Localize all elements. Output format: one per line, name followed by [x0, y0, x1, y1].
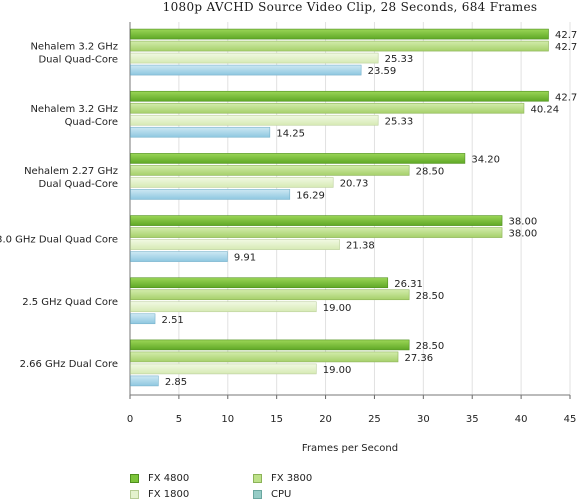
bar-fx-3800 — [130, 165, 410, 176]
bar-fx-4800 — [130, 277, 389, 289]
legend-swatch — [253, 474, 262, 483]
data-label: 28.50 — [416, 291, 445, 302]
bar-fx-3800 — [130, 227, 503, 238]
bar-cpu — [130, 251, 228, 262]
legend-item-fx4800: FX 4800 — [130, 473, 189, 484]
x-axis-title: Frames per Second — [302, 443, 398, 454]
data-label: 25.33 — [385, 54, 414, 65]
x-tick-label: 25 — [368, 414, 381, 425]
x-tick-label: 5 — [176, 414, 182, 425]
bar-fx-3800 — [130, 351, 399, 363]
x-tick-label: 20 — [319, 414, 332, 425]
bar-fx-4800 — [130, 215, 503, 226]
data-label: 23.59 — [368, 66, 397, 77]
bar-fx-3800 — [130, 102, 525, 114]
bar-fx-4800 — [130, 90, 549, 102]
category-label: Dual Quad-Core — [38, 55, 118, 66]
category-label: 2.5 GHz Quad Core — [22, 297, 118, 308]
data-label: 38.00 — [509, 229, 538, 240]
category-label: Nehalem 2.27 GHz — [24, 166, 118, 177]
data-label: 28.50 — [416, 166, 445, 177]
x-tick-label: 40 — [515, 414, 528, 425]
data-label: 40.24 — [530, 104, 559, 115]
bar-fx-3800 — [130, 40, 549, 52]
legend-item-cpu: CPU — [253, 489, 291, 500]
legend: FX 4800 FX 3800 FX 1800 CPU — [130, 470, 430, 500]
data-label: 2.85 — [165, 377, 187, 388]
x-tick-label: 15 — [270, 414, 283, 425]
legend-swatch — [253, 490, 262, 499]
chart-svg: 0 5 10 15 20 25 30 35 40 45 Frames per Second Nehal… — [0, 22, 577, 454]
bar-fx-1800 — [130, 114, 379, 126]
data-label: 19.00 — [323, 365, 352, 376]
x-tick-label: 0 — [127, 414, 133, 425]
x-tick-label: 30 — [417, 414, 430, 425]
data-label: 26.31 — [394, 279, 423, 290]
category-label: Dual Quad-Core — [38, 179, 118, 190]
legend-label: CPU — [271, 489, 292, 500]
legend-swatch — [130, 490, 139, 499]
chart-title: 1080p AVCHD Source Video Clip, 28 Second… — [162, 0, 538, 14]
bar-fx-4800 — [130, 28, 549, 40]
x-tick-label: 45 — [564, 414, 577, 425]
legend-label: FX 4800 — [148, 473, 190, 484]
legend-item-fx1800: FX 1800 — [130, 489, 189, 500]
data-label: 42.75 — [555, 30, 577, 41]
bar-fx-1800 — [130, 52, 379, 64]
legend-label: FX 3800 — [271, 473, 313, 484]
category-label: Nehalem 3.2 GHz — [30, 104, 118, 115]
bar-fx-1800 — [130, 301, 317, 313]
bar-cpu — [130, 375, 159, 387]
bar-fx-1800 — [130, 239, 340, 250]
bar-cpu — [130, 189, 291, 200]
data-label: 38.00 — [509, 217, 538, 228]
bar-fx-3800 — [130, 289, 410, 301]
x-tick-label: 35 — [466, 414, 479, 425]
bar-fx-4800 — [130, 153, 466, 164]
legend-label: FX 1800 — [148, 489, 190, 500]
bar-fx-1800 — [130, 363, 317, 375]
data-label: 14.25 — [276, 128, 305, 139]
data-label: 27.36 — [405, 353, 434, 364]
data-label: 42.75 — [555, 42, 577, 53]
x-tick-label: 10 — [221, 414, 234, 425]
data-label: 42.75 — [555, 92, 577, 103]
bar-fx-4800 — [130, 339, 410, 351]
category-label: Nehalem 3.2 GHz — [30, 42, 118, 53]
data-label: 34.20 — [471, 154, 500, 165]
category-label: 2.66 GHz Dual Core — [20, 359, 118, 370]
data-label: 2.51 — [162, 315, 184, 326]
bar-cpu — [130, 64, 362, 76]
bar-fx-1800 — [130, 177, 334, 188]
bar-cpu — [130, 126, 271, 138]
category-label: Quad-Core — [65, 117, 118, 128]
data-label: 25.33 — [385, 116, 414, 127]
legend-swatch — [130, 474, 139, 483]
data-label: 19.00 — [323, 303, 352, 314]
data-label: 20.73 — [340, 178, 369, 189]
data-label: 9.91 — [234, 253, 256, 264]
data-label: 28.50 — [416, 341, 445, 352]
category-label: 3.0 GHz Dual Quad Core — [0, 235, 118, 246]
data-label: 16.29 — [296, 190, 325, 201]
data-label: 21.38 — [346, 241, 375, 252]
bar-cpu — [130, 313, 156, 325]
legend-item-fx3800: FX 3800 — [253, 473, 312, 484]
